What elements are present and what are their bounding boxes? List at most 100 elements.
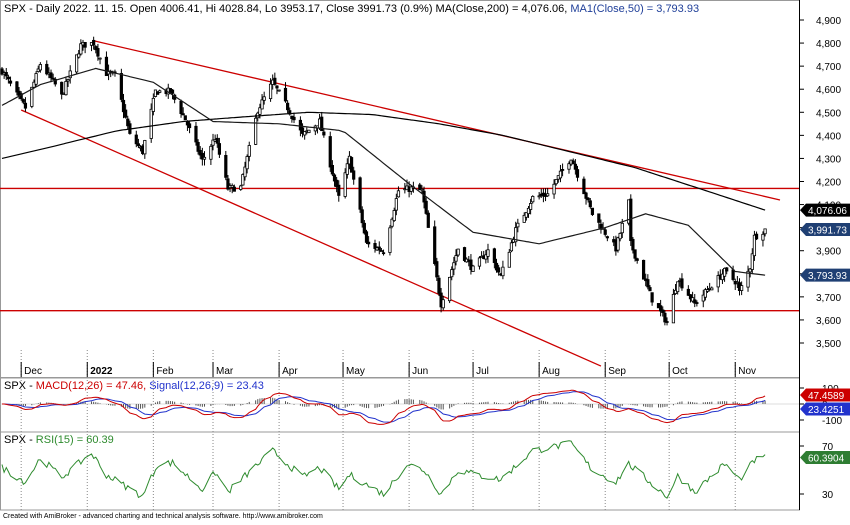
candle-down [573,163,577,170]
candle-up [277,89,281,92]
candle-down [15,81,19,93]
candle-up [230,185,234,188]
candle-down [60,81,64,95]
candle-down [198,149,202,156]
candle-up [303,131,307,136]
candle-up [77,53,81,58]
candle-down [4,72,8,77]
macd-header-prefix: SPX - [4,380,36,392]
month-grid [20,350,736,510]
price-tick-label: 4,700 [816,62,841,73]
candle-up [531,195,535,203]
candle-up [450,269,454,278]
candle-down [49,72,53,79]
candle-down [352,170,356,180]
candle-down [426,212,430,228]
price-tick-label: 4,300 [816,154,841,165]
candle-up [441,299,445,309]
candle-down [494,262,499,271]
candle-down [217,143,222,155]
candle-up [740,285,744,291]
value-badge-label: 3,793.93 [808,271,847,282]
candle-up [390,218,394,227]
candle-down [8,80,13,84]
candle-up [260,99,264,110]
price-tick-label: 3,700 [816,293,841,304]
candle-up [149,108,153,139]
candle-down [648,287,652,292]
candle-down [179,100,183,114]
candle-down [51,77,55,80]
candle-down [462,247,467,261]
candle-up [254,117,258,145]
candle-down [688,294,693,300]
price-header-ma200: MA(Close,200) = 4,076.06, [436,3,571,15]
candle-up [68,70,72,79]
candle-down [650,292,654,303]
candle-down [571,160,575,165]
candle-up [537,195,541,198]
candle-up [268,83,273,100]
candle-down [422,190,426,203]
candle-up [209,145,213,160]
trendlines [0,40,799,367]
candle-down [367,241,371,245]
candle-down [170,89,175,94]
price-header: SPX - Daily 2022. 11. 15. Open 4006.41, … [4,3,699,15]
candle-down [23,102,28,109]
candle-down [104,56,109,77]
trendline-lower [20,109,602,367]
candle-up [529,203,533,210]
candle-down [330,164,334,175]
month-label: Apr [282,366,298,377]
candle-up [307,129,311,134]
candle-down [590,207,595,215]
value-badge [800,268,850,282]
candle-up [752,234,757,257]
candle-up [507,251,511,268]
value-badges: 4,076.06 3,991.73 3,793.93 47.4589 23.4251 60… [800,203,850,465]
candle-down [196,141,200,152]
candle-down [693,299,697,304]
candle-down [45,63,49,75]
rsi-header-prefix: SPX - [4,434,36,446]
value-badge [800,402,850,416]
candle-down [136,143,141,147]
candle-down [418,184,422,191]
month-label: Feb [156,366,174,377]
candle-up [620,222,624,234]
month-label: May [346,366,365,377]
candle-down [21,99,25,103]
value-badge-label: 23.4251 [808,405,845,416]
candle-down [300,127,305,134]
candle-up [501,266,505,277]
price-tick-label: 4,200 [816,178,841,189]
candle-down [665,321,669,323]
candle-up [379,250,384,253]
candle-down [92,39,96,46]
candle-up [243,166,247,178]
price-tick-label: 4,900 [816,16,841,27]
candle-down [83,41,87,48]
candle-down [584,192,588,199]
month-label: 2022 [90,366,113,377]
candle-up [477,257,482,267]
value-badge-label: 60.3904 [808,454,845,465]
candle-down [273,77,277,85]
candle-up [34,73,38,85]
price-header-ma50: MA1(Close,50) = 3,793.93 [570,3,699,15]
candle-down [497,267,501,273]
value-badge [800,451,850,465]
candle-up [79,43,83,55]
candle-down [663,312,667,323]
candle-up [239,185,243,190]
candle-up [64,81,68,96]
price-tick-label: 4,800 [816,39,841,50]
candle-up [32,81,36,88]
candle-down [635,258,639,261]
candle-up [211,139,215,146]
candle-up [394,198,398,211]
candle-down [381,252,386,255]
ma200-line [1,111,766,211]
